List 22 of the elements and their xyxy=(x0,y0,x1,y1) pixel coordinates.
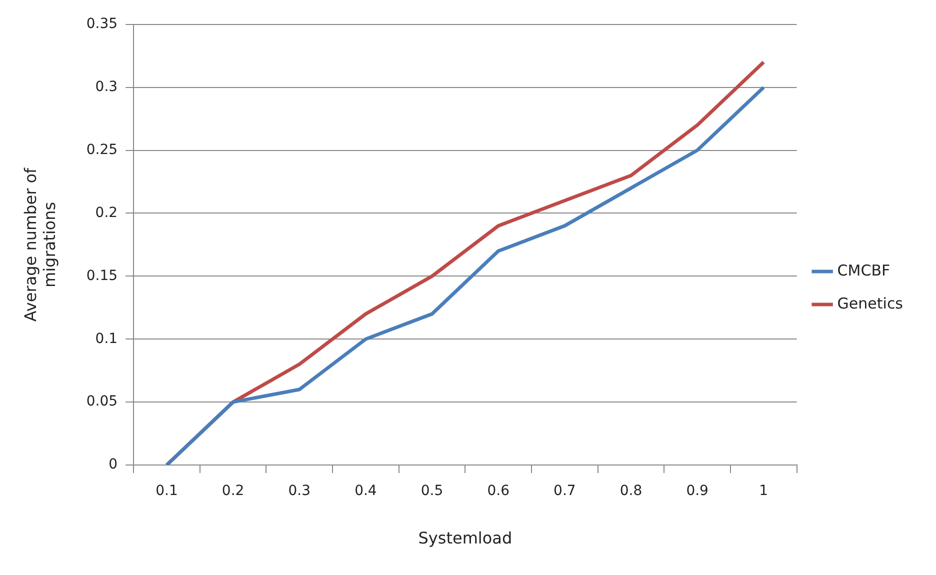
y-tick-label: 0.25 xyxy=(86,142,118,158)
x-axis-title: Systemload xyxy=(418,528,512,548)
legend-label: Genetics xyxy=(837,294,904,312)
y-tick-label: 0.2 xyxy=(95,204,118,221)
y-tick-label: 0.05 xyxy=(86,394,118,410)
x-tick-label: 0.9 xyxy=(686,483,708,500)
x-tick-label: 0.3 xyxy=(288,483,311,500)
x-tick-label: 0.6 xyxy=(487,483,510,500)
y-tick-label: 0.1 xyxy=(95,330,118,347)
x-tick-label: 0.7 xyxy=(554,483,576,500)
x-tick-label: 0.8 xyxy=(620,483,642,500)
x-tick-label: 0.2 xyxy=(222,483,244,500)
x-tick-label: 1 xyxy=(759,483,768,500)
legend-label: CMCBF xyxy=(837,261,890,280)
x-tick-label: 0.4 xyxy=(354,483,377,500)
y-tick-label: 0 xyxy=(108,456,118,473)
x-tick-label: 0.1 xyxy=(156,483,178,500)
y-axis-title: Average number of migrations xyxy=(20,167,59,322)
y-tick-label: 0.35 xyxy=(86,16,118,32)
y-tick-label: 0.15 xyxy=(86,268,118,284)
x-tick-label: 0.5 xyxy=(420,483,444,500)
y-tick-label: 0.3 xyxy=(95,78,118,95)
